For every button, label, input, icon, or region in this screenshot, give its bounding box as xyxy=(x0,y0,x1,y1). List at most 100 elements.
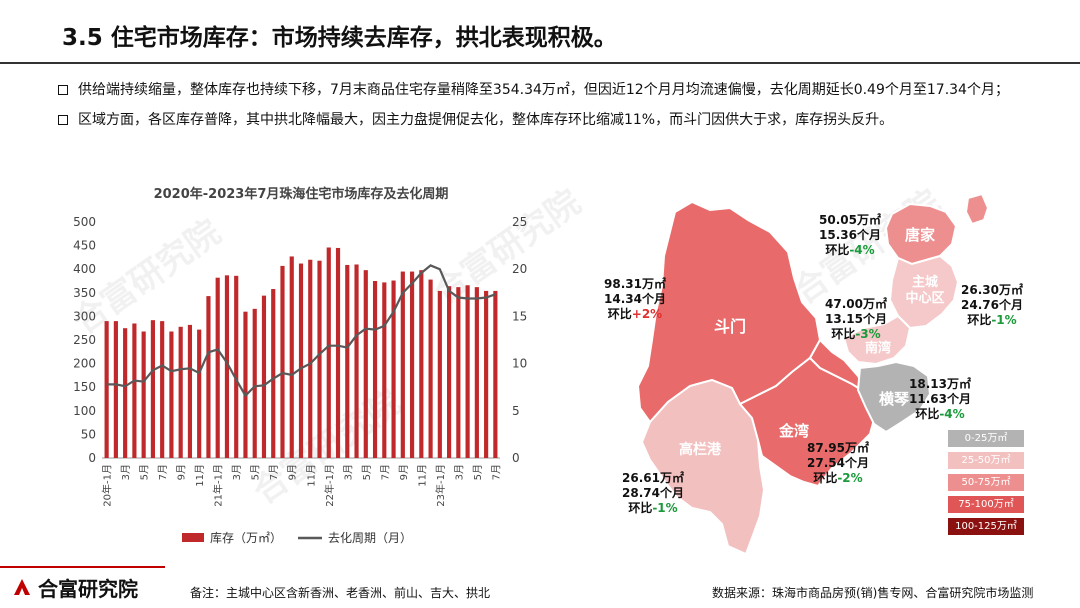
y-right-tick: 0 xyxy=(512,451,520,465)
map-region-gaolangang xyxy=(640,378,766,556)
bar xyxy=(113,321,118,458)
bar xyxy=(465,285,470,458)
map-region-tangjia-island xyxy=(964,192,990,226)
square-bullet-icon xyxy=(58,115,68,125)
page-title: 3.5 住宅市场库存：市场持续去库存，拱北表现积极。 xyxy=(62,25,617,51)
map-label-tangjia: 唐家 xyxy=(905,226,935,244)
bar xyxy=(372,281,378,458)
footer-source: 数据来源：珠海市商品房预(销)售专网、合富研究院市场监测 xyxy=(712,586,1034,600)
bar xyxy=(234,275,239,458)
legend-item-25-50: 25-50万㎡ xyxy=(948,452,1024,469)
callout-text: 50.05万㎡ xyxy=(819,212,881,227)
legend-line-label: 去化周期（月） xyxy=(328,531,412,545)
footer-note: 备注：主城中心区含新香洲、老香洲、前山、吉大、拱北 xyxy=(190,586,491,600)
callout-mom: 环比-4% xyxy=(915,406,964,421)
callout-text: 87.95万㎡ xyxy=(807,440,869,455)
callout-mom: 环比+2% xyxy=(608,306,662,321)
x-tick-label: 5月 xyxy=(472,464,484,480)
bar xyxy=(104,321,109,458)
bar xyxy=(447,286,452,458)
y-left-tick: 400 xyxy=(73,262,96,276)
x-tick-label: 9月 xyxy=(176,464,188,480)
y-left-tick: 250 xyxy=(73,333,96,347)
y-right-tick: 20 xyxy=(512,262,527,276)
callout-text: 26.30万㎡ xyxy=(961,282,1023,297)
x-tick-label: 20年-1月 xyxy=(101,464,114,507)
bar xyxy=(289,256,294,458)
callout-text: 11.63个月 xyxy=(909,391,971,406)
map-label-nanwan: 南湾 xyxy=(865,340,891,356)
bar xyxy=(123,328,128,458)
callout-mom: 环比-4% xyxy=(825,242,874,257)
x-tick-label: 5月 xyxy=(361,464,373,480)
bar xyxy=(178,326,183,458)
callout-text: 18.13万㎡ xyxy=(909,376,971,391)
callout-text: 28.74个月 xyxy=(622,485,684,500)
bar xyxy=(326,247,331,458)
map-label-gaolangang: 高栏港 xyxy=(679,441,722,458)
bar xyxy=(456,287,461,458)
x-tick-label: 3月 xyxy=(120,464,132,480)
x-tick-label: 23年-1月 xyxy=(434,464,447,507)
y-left-tick: 50 xyxy=(81,427,96,441)
x-tick-label: 21年-1月 xyxy=(212,464,225,507)
callout-text: 26.61万㎡ xyxy=(622,470,684,485)
bar xyxy=(409,271,415,458)
y-right-tick: 10 xyxy=(512,357,527,371)
map-region-jinwan xyxy=(738,356,878,488)
chart-title: 2020年-2023年7月珠海住宅市场库存及去化周期 xyxy=(154,186,449,202)
legend-bar-swatch xyxy=(182,533,204,542)
bullet-text: 区域方面，各区库存普降，其中拱北降幅最大，因主力盘提佣促去化，整体库存环比缩减1… xyxy=(78,112,894,128)
callout-text: 13.15个月 xyxy=(825,311,887,326)
bar xyxy=(345,264,350,458)
bar xyxy=(391,280,396,458)
x-tick-label: 5月 xyxy=(250,464,262,480)
map-region-hengqin xyxy=(856,360,932,434)
bar xyxy=(419,270,424,458)
bar xyxy=(437,290,442,458)
bar xyxy=(308,259,313,458)
bar xyxy=(261,295,267,458)
callout-text: 98.31万㎡ xyxy=(604,276,666,291)
callout-text: 24.76个月 xyxy=(961,297,1023,312)
legend-item-75-100: 75-100万㎡ xyxy=(948,496,1024,513)
stock-chart: 2020年-2023年7月珠海住宅市场库存及去化周期05010015020025… xyxy=(73,186,527,545)
legend-item-50-75: 50-75万㎡ xyxy=(948,474,1024,491)
x-tick-label: 22年-1月 xyxy=(323,464,336,507)
x-tick-label: 3月 xyxy=(342,464,354,480)
y-left-tick: 500 xyxy=(73,215,96,229)
bar xyxy=(187,324,193,458)
bar xyxy=(224,275,230,458)
callout-text: 47.00万㎡ xyxy=(825,296,887,311)
callout-text: 15.36个月 xyxy=(819,227,881,242)
bar xyxy=(160,321,165,458)
bullet-item: 区域方面，各区库存普降，其中拱北降幅最大，因主力盘提佣促去化，整体库存环比缩减1… xyxy=(58,108,1048,132)
brand-logo: 合富研究院 xyxy=(12,574,138,601)
callout-text: 14.34个月 xyxy=(604,291,666,306)
map-label-doumen: 斗门 xyxy=(714,317,746,336)
legend-item-100-125: 100-125万㎡ xyxy=(948,518,1024,535)
zhuhai-district-map: 斗门 金湾 高栏港 唐家 主城中心区 南湾 横琴 98.31万㎡14.34个月环… xyxy=(604,192,1023,556)
x-tick-label: 9月 xyxy=(398,464,410,480)
x-tick-label: 3月 xyxy=(453,464,465,480)
brand-mark-icon xyxy=(12,577,32,597)
bar xyxy=(132,323,137,458)
x-tick-label: 3月 xyxy=(231,464,243,480)
brand-bar xyxy=(0,566,165,568)
square-bullet-icon xyxy=(58,85,68,95)
map-region-main-city xyxy=(888,254,960,330)
bar xyxy=(493,290,498,458)
bar xyxy=(271,289,276,458)
bar xyxy=(363,270,368,458)
period-line xyxy=(106,264,496,398)
bar xyxy=(206,296,211,458)
x-tick-label: 11月 xyxy=(194,464,206,487)
map-label-hengqin: 横琴 xyxy=(879,390,910,408)
x-tick-label: 9月 xyxy=(287,464,299,480)
y-right-tick: 25 xyxy=(512,215,527,229)
x-tick-label: 7月 xyxy=(157,464,169,480)
x-tick-label: 7月 xyxy=(490,464,502,480)
bar xyxy=(400,271,405,458)
y-right-tick: 5 xyxy=(512,404,520,418)
